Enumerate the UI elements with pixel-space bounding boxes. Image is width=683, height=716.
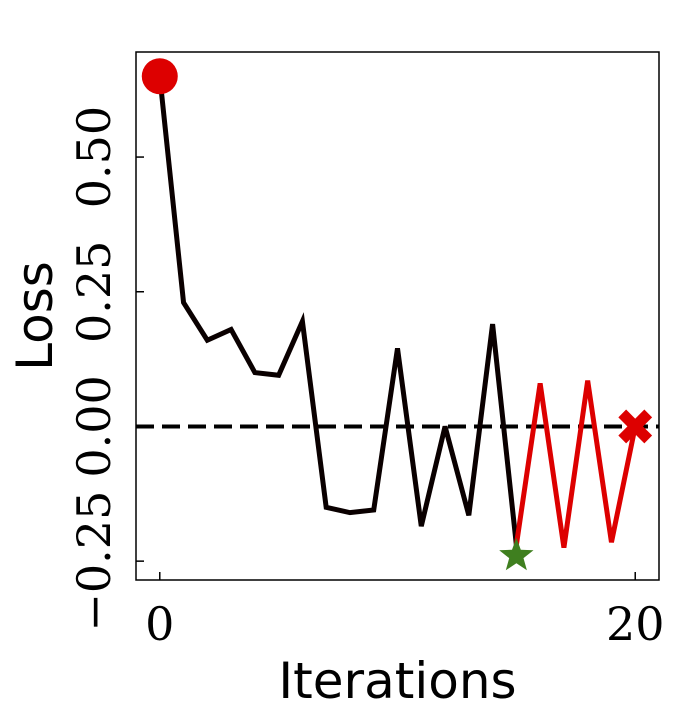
y-axis-title: Loss bbox=[6, 261, 64, 371]
plot-frame bbox=[135, 51, 660, 581]
x-axis-title: Iterations bbox=[278, 652, 516, 710]
series-line-1 bbox=[157, 75, 519, 546]
end-x-stroke-b bbox=[618, 409, 653, 444]
plot-layer bbox=[136, 58, 659, 571]
end-x-marker bbox=[618, 409, 653, 444]
y-tick-label: 0.00 bbox=[67, 375, 121, 477]
start-circle-marker bbox=[141, 58, 178, 95]
y-tick-label: −0.25 bbox=[67, 491, 121, 632]
y-tick-label: 0.50 bbox=[67, 106, 121, 208]
star-marker bbox=[499, 537, 534, 571]
x-tick-label: 0 bbox=[145, 597, 174, 651]
y-tick-label: 0.25 bbox=[67, 241, 121, 343]
series-line-2 bbox=[513, 380, 638, 549]
x-tick-label: 20 bbox=[606, 597, 665, 651]
ticks-layer: 0 20 −0.25 0.00 0.25 0.50 bbox=[67, 106, 665, 651]
